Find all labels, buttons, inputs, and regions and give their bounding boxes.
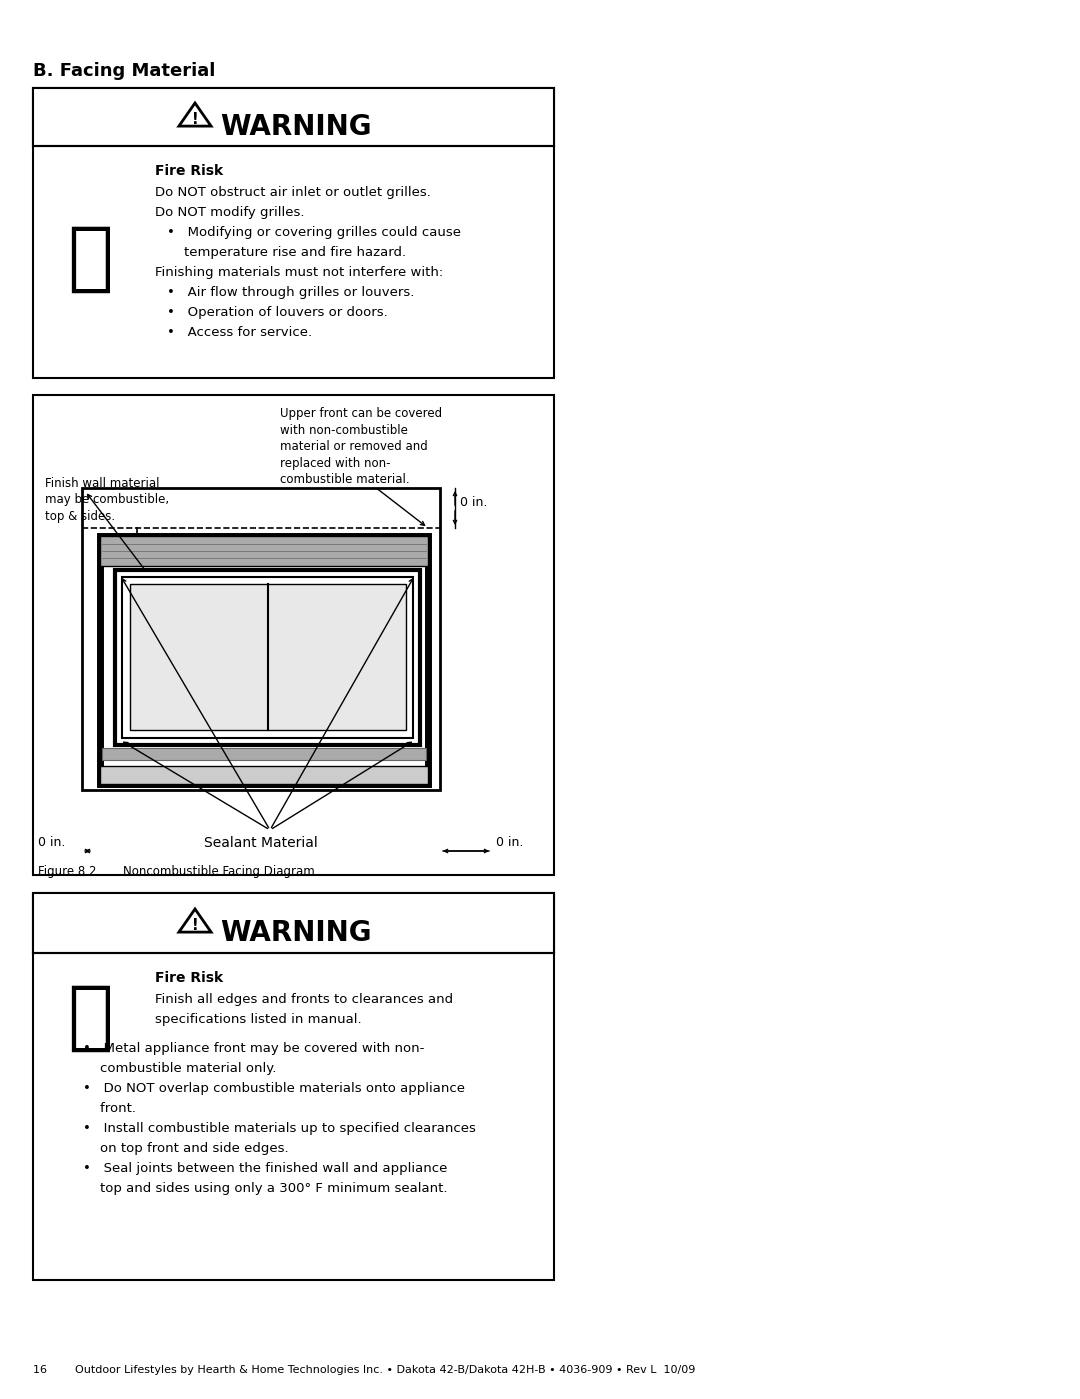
Text: 16        Outdoor Lifestyles by Hearth & Home Technologies Inc. • Dakota 42-B/Da: 16 Outdoor Lifestyles by Hearth & Home T… — [33, 1365, 696, 1375]
Text: Figure 8.2: Figure 8.2 — [38, 865, 96, 879]
Text: combustible material only.: combustible material only. — [83, 1062, 276, 1074]
Text: Fire Risk: Fire Risk — [156, 164, 224, 178]
Bar — [100, 536, 428, 567]
Text: specifications listed in manual.: specifications listed in manual. — [156, 1013, 362, 1025]
Bar — [100, 536, 428, 783]
Text: Sealant Material: Sealant Material — [204, 837, 318, 851]
Bar — [114, 569, 420, 746]
Text: •   Seal joints between the finished wall and appliance: • Seal joints between the finished wall … — [83, 1163, 447, 1175]
Bar — [130, 583, 406, 730]
Text: Finishing materials must not interfere with:: Finishing materials must not interfere w… — [156, 266, 443, 278]
Text: !: ! — [191, 918, 199, 933]
Bar — [102, 748, 426, 760]
Text: WARNING: WARNING — [220, 113, 372, 141]
Text: front.: front. — [83, 1102, 136, 1115]
Bar — [100, 767, 428, 783]
Text: WARNING: WARNING — [220, 919, 372, 947]
Bar — [100, 536, 428, 567]
Text: •   Metal appliance front may be covered with non-: • Metal appliance front may be covered w… — [83, 1042, 424, 1055]
Bar — [33, 88, 554, 145]
Bar — [100, 767, 428, 783]
Text: •   Operation of louvers or doors.: • Operation of louvers or doors. — [167, 306, 388, 319]
Bar — [33, 893, 554, 1280]
Text: •   Install combustible materials up to specified clearances: • Install combustible materials up to sp… — [83, 1122, 476, 1135]
Text: 0 in.: 0 in. — [460, 497, 487, 509]
Text: B. Facing Material: B. Facing Material — [33, 62, 215, 80]
Bar — [33, 88, 554, 378]
Bar — [33, 893, 554, 953]
Bar — [102, 748, 426, 760]
Text: 🔥: 🔥 — [67, 222, 113, 297]
Text: on top front and side edges.: on top front and side edges. — [83, 1142, 288, 1156]
Bar — [33, 395, 554, 874]
Bar — [122, 576, 413, 739]
Text: 0 in.: 0 in. — [38, 837, 66, 849]
Text: Do NOT obstruct air inlet or outlet grilles.: Do NOT obstruct air inlet or outlet gril… — [156, 186, 431, 199]
Text: Noncombustible Facing Diagram: Noncombustible Facing Diagram — [123, 865, 314, 879]
Text: temperature rise and fire hazard.: temperature rise and fire hazard. — [167, 246, 406, 259]
Text: !: ! — [191, 112, 199, 126]
Text: Finish all edges and fronts to clearances and: Finish all edges and fronts to clearance… — [156, 993, 454, 1006]
Text: Do NOT modify grilles.: Do NOT modify grilles. — [156, 206, 305, 220]
Text: •   Modifying or covering grilles could cause: • Modifying or covering grilles could ca… — [167, 227, 461, 239]
Text: Upper front can be covered
with non-combustible
material or removed and
replaced: Upper front can be covered with non-comb… — [280, 407, 442, 485]
Text: 0 in.: 0 in. — [496, 837, 524, 849]
Text: top and sides using only a 300° F minimum sealant.: top and sides using only a 300° F minimu… — [83, 1182, 447, 1195]
Text: •   Air flow through grilles or louvers.: • Air flow through grilles or louvers. — [167, 285, 415, 299]
Bar — [82, 488, 440, 790]
Text: •   Access for service.: • Access for service. — [167, 326, 312, 339]
Text: 🔥: 🔥 — [67, 981, 113, 1055]
Text: Finish wall material
may be combustible,
top & sides.: Finish wall material may be combustible,… — [45, 477, 170, 523]
Text: •   Do NOT overlap combustible materials onto appliance: • Do NOT overlap combustible materials o… — [83, 1081, 465, 1095]
Text: Fire Risk: Fire Risk — [156, 971, 224, 985]
